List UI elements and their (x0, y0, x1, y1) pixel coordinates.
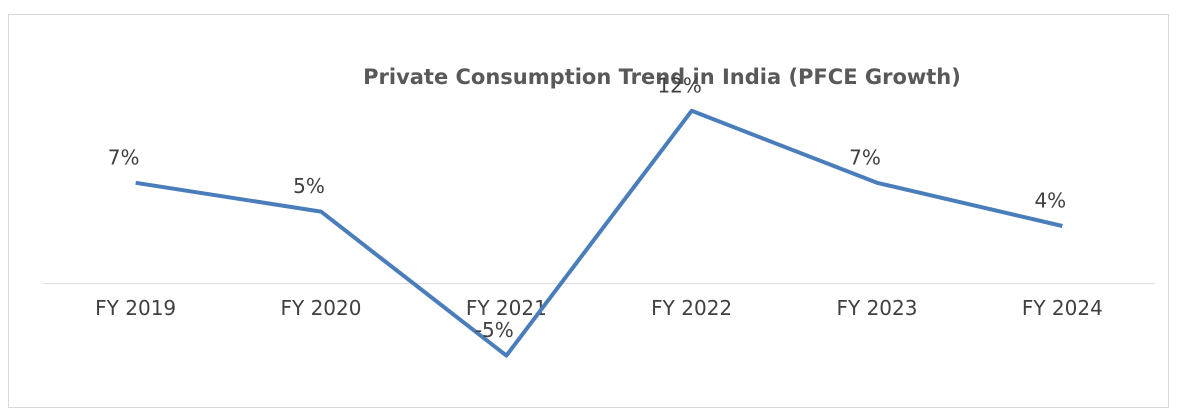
data-label: 12% (657, 73, 701, 97)
data-label: 7% (849, 145, 881, 169)
data-label: 7% (108, 145, 140, 169)
x-tick-label: FY 2019 (95, 296, 176, 320)
data-label: 4% (1034, 189, 1066, 213)
x-tick-label: FY 2023 (837, 296, 918, 320)
data-label: 5% (293, 174, 325, 198)
line (135, 108, 1063, 358)
x-tick-label: FY 2024 (1022, 296, 1103, 320)
x-tick-label: FY 2021 (466, 296, 547, 320)
data-label: -5% (475, 318, 514, 342)
chart-title: Private Consumption Trend in India (PFCE… (363, 65, 961, 89)
x-tick-label: FY 2022 (651, 296, 732, 320)
x-tick-label: FY 2020 (281, 296, 362, 320)
chart-border (8, 14, 1169, 408)
